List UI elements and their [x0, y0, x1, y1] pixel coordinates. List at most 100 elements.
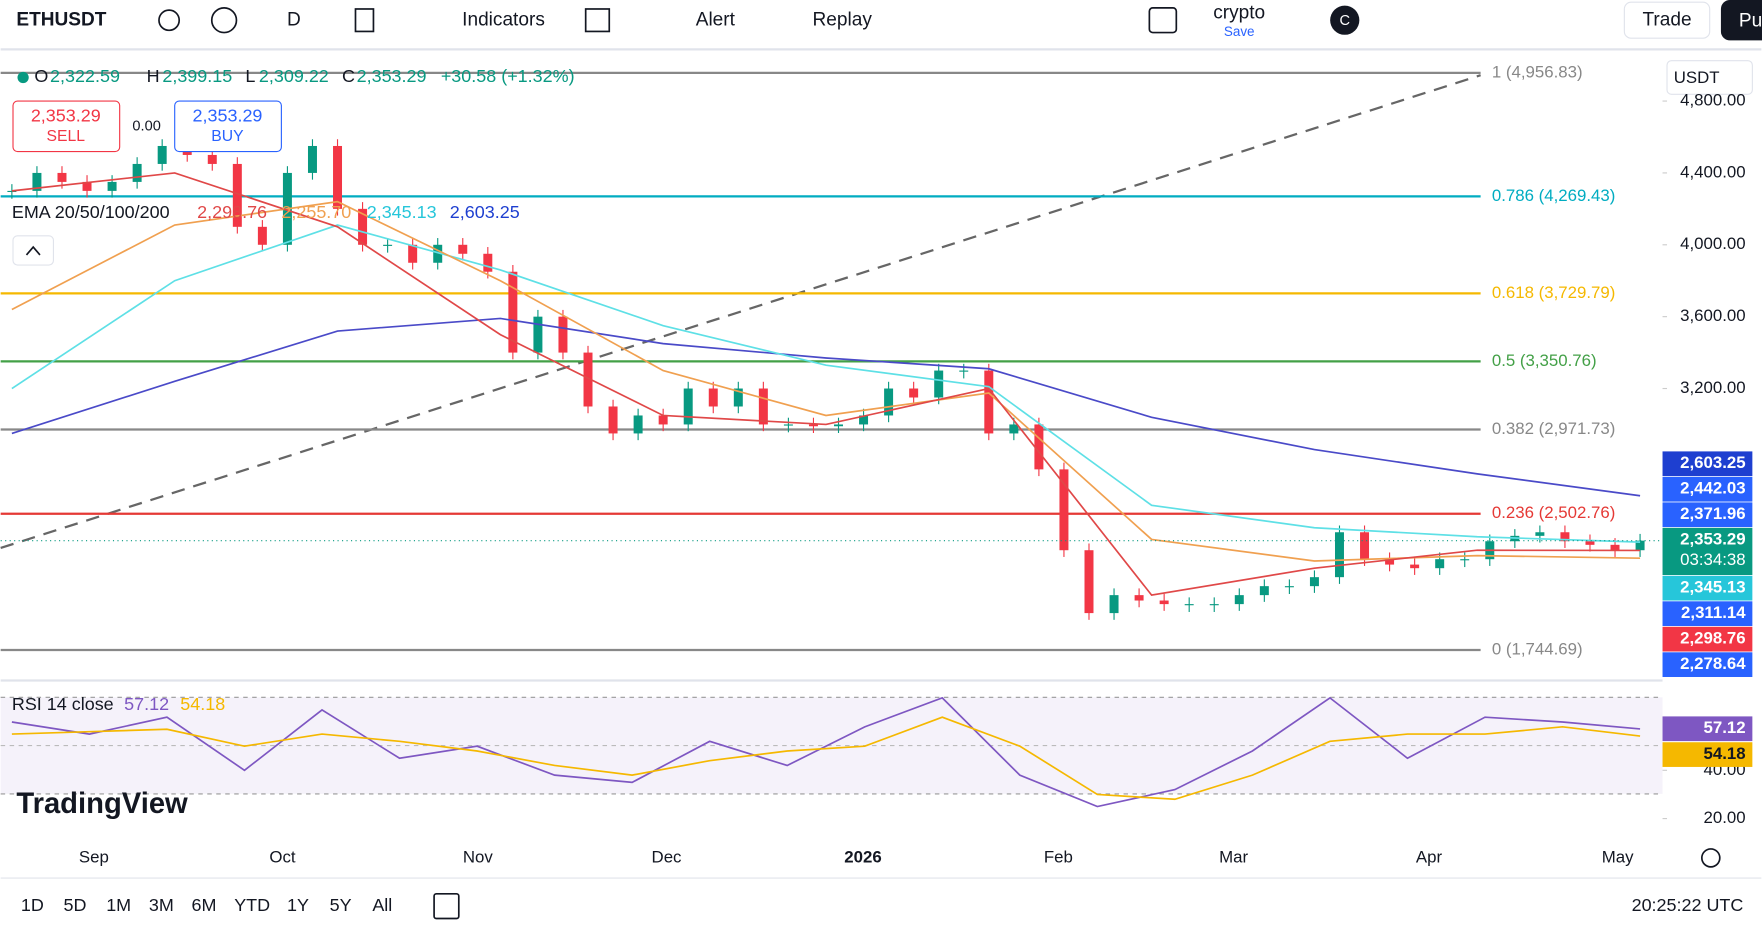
o-label: O — [34, 66, 48, 86]
candle — [32, 172, 42, 191]
y-tick-label: 4,800.00 — [1680, 91, 1746, 110]
rsi-badge-label: 57.12 — [1704, 718, 1746, 737]
close: 2,353.29 — [357, 66, 427, 86]
candle — [1184, 604, 1194, 606]
range-button[interactable]: 1Y — [287, 895, 309, 915]
range-button[interactable]: All — [372, 895, 392, 915]
save[interactable]: Save — [1224, 24, 1255, 39]
candle — [808, 424, 818, 427]
templates[interactable] — [584, 8, 611, 33]
candle — [107, 181, 117, 191]
candle — [1234, 595, 1244, 605]
price-badge — [1662, 626, 1753, 652]
buy-button[interactable] — [174, 100, 282, 153]
range-button[interactable]: 3M — [149, 895, 174, 915]
status-dot — [17, 71, 29, 84]
candle — [1284, 586, 1294, 588]
fib-label: 0.236 (2,502.76) — [1492, 503, 1616, 522]
legend: O 2,322.59 H 2,399.15 L 2,309.22 C 2,353… — [12, 66, 575, 820]
candle — [834, 424, 843, 427]
publish: Pu — [1739, 10, 1762, 31]
time-label: Mar — [1219, 847, 1248, 866]
indicators[interactable]: Indicators — [462, 9, 545, 30]
candle — [1585, 541, 1595, 545]
rsi-ma-line — [11, 716, 1641, 801]
rsi-ma-badge — [1662, 742, 1753, 767]
candle — [1635, 540, 1645, 551]
add-symbol[interactable] — [210, 7, 238, 34]
candle — [1309, 577, 1319, 587]
range-button[interactable]: 5D — [64, 895, 87, 915]
avatar[interactable] — [1330, 5, 1360, 35]
candle — [783, 424, 793, 426]
currency: USDT — [1674, 68, 1720, 87]
candle — [1034, 424, 1044, 470]
candle — [683, 388, 693, 425]
range-button[interactable]: YTD — [234, 895, 270, 915]
time-label: Oct — [269, 847, 296, 866]
settings[interactable] — [1700, 848, 1721, 868]
l-label: L — [245, 66, 255, 86]
candle — [433, 244, 443, 263]
collapse-button[interactable] — [12, 235, 54, 266]
time-label: May — [1602, 847, 1634, 866]
candle — [1435, 559, 1445, 569]
range-button[interactable]: 5Y — [330, 895, 352, 915]
candle — [583, 352, 593, 407]
price-badge-label: 2,442.03 — [1680, 479, 1746, 498]
flag-icon[interactable] — [158, 9, 181, 32]
alert[interactable]: Alert — [696, 9, 736, 30]
sell-button[interactable] — [12, 100, 121, 153]
candle — [1134, 595, 1144, 601]
symbol[interactable]: ETHUSDT — [16, 9, 106, 30]
price-badge-label: 2,298.76 — [1680, 629, 1746, 648]
c-label: C — [342, 66, 355, 86]
candle — [934, 370, 944, 398]
candle — [1009, 424, 1019, 434]
publish-button[interactable] — [1720, 0, 1762, 41]
time-label: Nov — [463, 847, 494, 866]
candle — [909, 388, 919, 398]
layout-icon[interactable] — [1148, 7, 1178, 34]
low: 2,309.22 — [259, 66, 329, 86]
candle — [758, 388, 768, 425]
trade-button[interactable] — [1623, 1, 1711, 39]
h-label: H — [147, 66, 160, 86]
candle — [207, 154, 217, 164]
candle — [1084, 550, 1094, 614]
time-label: Apr — [1416, 847, 1443, 866]
range-button[interactable]: 1D — [21, 895, 44, 915]
fib-label: 0 (1,744.69) — [1492, 639, 1583, 658]
currency-button[interactable] — [1666, 60, 1753, 95]
price-badge-label: 2,603.25 — [1680, 453, 1746, 472]
range-button[interactable]: 1M — [106, 895, 131, 915]
candle — [708, 388, 718, 407]
replay[interactable]: Replay — [813, 9, 873, 30]
spread: 0.00 — [132, 119, 160, 135]
candle — [1610, 544, 1620, 551]
candle — [859, 415, 869, 425]
open: 2,322.59 — [50, 66, 120, 86]
ema-label: EMA 20/50/100/200 — [12, 202, 170, 222]
layout-name[interactable]: crypto — [1213, 3, 1265, 24]
chevron — [25, 245, 41, 256]
candle — [1385, 559, 1395, 565]
candle — [483, 253, 493, 272]
y-tick-label: 4,400.00 — [1680, 162, 1746, 181]
countdown: 03:34:38 — [1680, 550, 1746, 569]
plot: 1 (4,956.83) 0.786 (4,269.43) 0.618 (3,729… — [0, 62, 1668, 820]
range-button[interactable]: 6M — [192, 895, 217, 915]
candle — [1460, 559, 1470, 561]
date-range[interactable] — [433, 892, 460, 920]
interval[interactable]: D — [287, 9, 301, 30]
chart-type[interactable] — [354, 8, 375, 33]
candle — [984, 370, 994, 434]
candle — [959, 370, 969, 372]
price-badge-label: 2,311.14 — [1681, 603, 1746, 622]
ema-value: 2,345.13 — [367, 202, 437, 222]
fib-label: 0.5 (3,350.76) — [1492, 351, 1597, 370]
time-label: 2026 — [844, 847, 881, 866]
price-badge — [1662, 575, 1753, 601]
time-label: Sep — [79, 847, 109, 866]
